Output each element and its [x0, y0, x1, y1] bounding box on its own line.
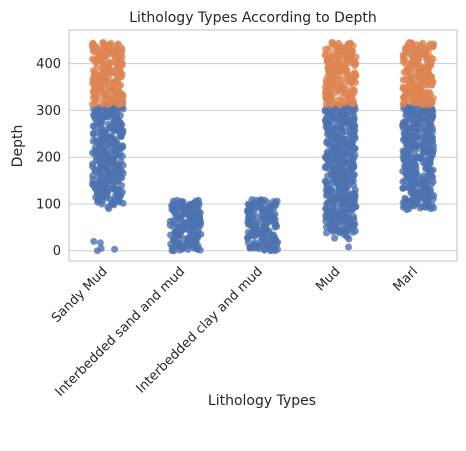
- data-point: [105, 120, 113, 128]
- plot-frame: [68, 29, 458, 262]
- y-tick-label: 400: [36, 57, 61, 72]
- data-point: [107, 39, 115, 47]
- data-point: [350, 213, 358, 221]
- data-point: [348, 86, 356, 94]
- data-point: [173, 196, 181, 204]
- data-point: [413, 152, 421, 160]
- y-tick-label: 200: [36, 151, 61, 166]
- data-point: [244, 200, 252, 208]
- data-point: [331, 234, 339, 242]
- data-point: [401, 194, 409, 202]
- data-point: [93, 64, 101, 72]
- data-point: [345, 235, 353, 243]
- data-point: [107, 132, 115, 140]
- data-point: [405, 39, 413, 47]
- data-point: [99, 39, 107, 47]
- data-point: [195, 196, 202, 204]
- grid-lines: [69, 63, 457, 252]
- data-point: [403, 206, 411, 214]
- data-point: [92, 136, 100, 144]
- data-point: [425, 88, 433, 96]
- data-point: [89, 39, 97, 47]
- data-point: [340, 231, 348, 239]
- data-point: [179, 198, 187, 206]
- y-tick-labels: 0 100 200 300 400: [36, 57, 61, 259]
- data-point: [337, 212, 345, 220]
- y-tick-label: 300: [36, 104, 61, 119]
- x-tick-label: Marl: [391, 264, 422, 295]
- x-tick-label: Interbedded sand and mud: [53, 264, 189, 400]
- data-point: [89, 55, 96, 63]
- x-tick-label: Interbedded clay and mud: [134, 264, 266, 396]
- data-point: [325, 45, 333, 52]
- data-point: [104, 203, 112, 211]
- data-point: [273, 197, 281, 205]
- data-point: [257, 196, 265, 204]
- data-point: [335, 39, 343, 47]
- data-point: [345, 243, 352, 251]
- data-point: [259, 204, 267, 212]
- data-point: [328, 39, 336, 47]
- x-axis-label: Lithology Types: [208, 393, 316, 409]
- data-point: [426, 40, 434, 48]
- data-point: [93, 247, 101, 255]
- data-point: [248, 196, 256, 204]
- data-point: [111, 245, 119, 253]
- data-point: [399, 83, 407, 91]
- data-point: [114, 40, 122, 48]
- x-tick-label: Mud: [313, 264, 343, 294]
- chart-title: Lithology Types According to Depth: [129, 10, 377, 26]
- data-point: [419, 39, 427, 47]
- data-point: [115, 87, 123, 95]
- data-point: [250, 239, 258, 247]
- data-point: [323, 229, 330, 237]
- y-tick-label: 100: [36, 197, 61, 212]
- data-point: [351, 69, 358, 77]
- data-points: [88, 39, 438, 255]
- data-point: [347, 39, 355, 47]
- x-tick-label: Sandy Mud: [49, 264, 111, 326]
- y-axis-label: Depth: [10, 125, 26, 168]
- data-point: [90, 237, 98, 245]
- y-tick-label: 0: [53, 244, 61, 259]
- data-point: [96, 239, 104, 247]
- data-point: [430, 192, 438, 199]
- data-point: [110, 201, 118, 209]
